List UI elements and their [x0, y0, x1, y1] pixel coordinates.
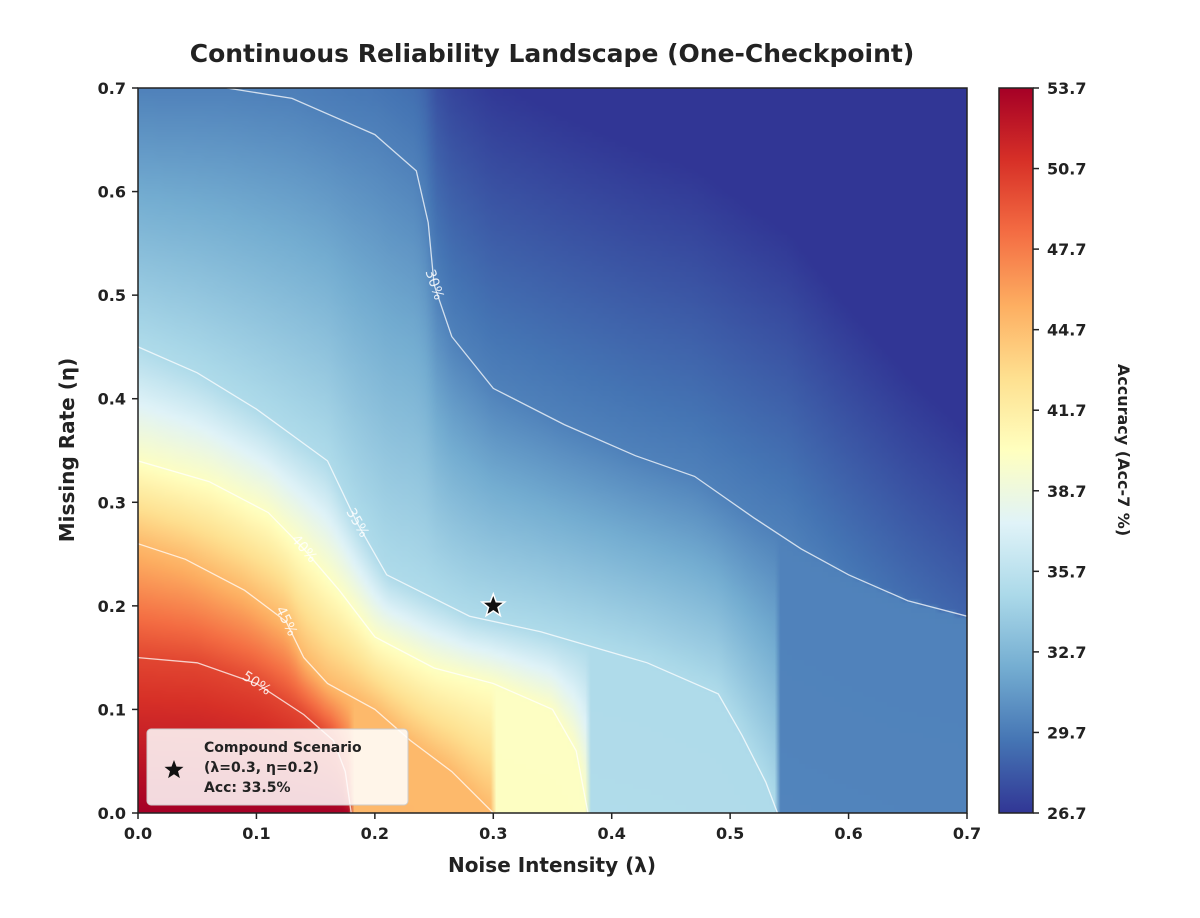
x-tick-label: 0.6 [834, 824, 862, 843]
colorbar-tick-label: 38.7 [1047, 482, 1086, 501]
y-tick-label: 0.1 [98, 700, 126, 719]
x-tick-label: 0.5 [716, 824, 744, 843]
x-tick-label: 0.2 [361, 824, 389, 843]
colorbar-tick-label: 29.7 [1047, 723, 1086, 742]
colorbar-tick-label: 44.7 [1047, 321, 1086, 340]
colorbar-tick-label: 50.7 [1047, 160, 1086, 179]
colorbar-tick-label: 26.7 [1047, 804, 1086, 823]
y-tick-label: 0.2 [98, 597, 126, 616]
colorbar-tick-label: 41.7 [1047, 401, 1086, 420]
contour-line-40 [138, 460, 589, 813]
x-tick-label: 0.1 [242, 824, 270, 843]
x-tick-label: 0.0 [124, 824, 152, 843]
x-tick-label: 0.7 [953, 824, 981, 843]
colorbar-tick-label: 53.7 [1047, 79, 1086, 98]
y-tick-label: 0.4 [98, 390, 126, 409]
contour-line-35 [138, 346, 779, 813]
colorbar-tick-label: 35.7 [1047, 562, 1086, 581]
plot-area: 30%35%40%45%50% [137, 87, 968, 814]
y-tick-label: 0.0 [98, 804, 126, 823]
chart-title: Continuous Reliability Landscape (One-Ch… [190, 39, 915, 68]
legend-line-3: Acc: 33.5% [204, 780, 290, 796]
colorbar: 26.7 29.7 32.7 35.7 38.7 41.7 44.7 47.7 50.7 53.7… [998, 79, 1133, 823]
legend-line-1: Compound Scenario [204, 740, 362, 756]
plot-frame [137, 87, 968, 814]
colorbar-gradient [998, 87, 1034, 814]
x-tick-label: 0.4 [598, 824, 626, 843]
heatmap-surface [138, 88, 967, 813]
y-tick-label: 0.5 [98, 286, 126, 305]
colorbar-ticks: 26.7 29.7 32.7 35.7 38.7 41.7 44.7 47.7 50.7 53.7 [1033, 79, 1086, 823]
x-axis-ticks: 0.0 0.1 0.2 0.3 0.4 0.5 0.6 0.7 [124, 813, 981, 843]
legend-line-2: (λ=0.3, η=0.2) [204, 760, 319, 776]
legend: Compound Scenario (λ=0.3, η=0.2) Acc: 33… [146, 728, 409, 806]
x-axis-title: Noise Intensity (λ) [448, 853, 656, 877]
y-tick-label: 0.6 [98, 183, 126, 202]
y-tick-label: 0.7 [98, 79, 126, 98]
contour-line-30 [226, 88, 967, 617]
legend-box [146, 728, 409, 806]
colorbar-label: Accuracy (Acc-7 %) [1114, 364, 1133, 536]
y-tick-label: 0.3 [98, 493, 126, 512]
scenario-star-marker [479, 591, 507, 618]
y-axis-ticks: 0.0 0.1 0.2 0.3 0.4 0.5 0.6 0.7 [98, 79, 138, 823]
y-axis-title: Missing Rate (η) [55, 358, 79, 542]
contour-line-45 [138, 543, 494, 813]
legend-star-icon [164, 760, 184, 779]
colorbar-tick-label: 47.7 [1047, 240, 1086, 259]
x-tick-label: 0.3 [479, 824, 507, 843]
colorbar-tick-label: 32.7 [1047, 643, 1086, 662]
